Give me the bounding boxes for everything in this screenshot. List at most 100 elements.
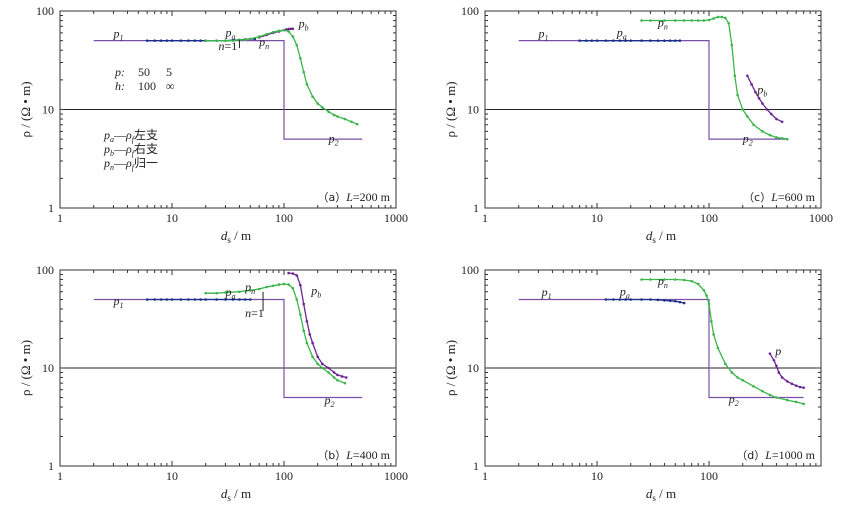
data-point-pn (768, 393, 772, 397)
model-label-p2: p2 (328, 132, 339, 148)
data-point-pb (794, 384, 798, 387)
data-point-pa (663, 39, 666, 42)
x-tick-label: 10 (591, 469, 603, 483)
x-tick-label: 10 (166, 469, 178, 483)
data-point-pn (224, 39, 227, 42)
data-point-pb (757, 96, 761, 100)
annotation-pb: pb (756, 83, 767, 99)
data-point-pn (282, 28, 286, 32)
series-line-pb (288, 272, 347, 379)
data-point-pn (327, 110, 330, 113)
data-point-pn (705, 294, 708, 297)
data-point-pn (295, 43, 299, 47)
annotation-pn: pn (657, 15, 668, 31)
data-point-pa (187, 298, 190, 301)
data-point-pn (265, 33, 268, 36)
data-point-pn (311, 95, 314, 98)
model-label-p1: p1 (112, 26, 123, 42)
data-point-pn (316, 362, 320, 366)
data-point-pb (332, 371, 336, 374)
data-point-pb (321, 362, 324, 366)
data-point-pa (624, 298, 627, 301)
y-tick-label: 10 (467, 103, 479, 117)
data-point-pa (618, 39, 622, 42)
data-point-pa (604, 39, 608, 42)
data-point-pn (712, 17, 715, 20)
data-point-pa (656, 298, 660, 302)
data-point-pn (736, 376, 739, 379)
data-point-pn (702, 289, 706, 292)
data-point-pn (204, 291, 208, 295)
data-point-pn (305, 341, 309, 345)
data-point-pa (612, 298, 615, 301)
x-tick-label: 10 (166, 211, 178, 225)
y-tick-label: 10 (42, 361, 54, 375)
data-point-pn (712, 333, 715, 336)
annotation-pn: pn (258, 35, 269, 51)
chart-panel-1: 1 10 100 1000 1 10 100 ds / m ρ / (Ω • m) p1 p2 pa p… (18, 4, 408, 245)
model-curve (518, 298, 804, 399)
data-point-pn (794, 400, 798, 404)
model-label-p2: p2 (324, 393, 335, 409)
data-point-pn (741, 108, 745, 111)
panel-title: （b）L=400 m (317, 448, 390, 462)
series-line-pn (641, 16, 788, 140)
data-point-pn (673, 278, 677, 281)
model-label-p1: p1 (112, 294, 123, 310)
data-point-pa (618, 298, 622, 301)
data-point-pa (153, 298, 156, 301)
y-tick-label: 10 (467, 361, 479, 375)
data-point-pn (724, 362, 727, 366)
data-point-pb (299, 283, 302, 287)
x-tick-label: 10 (591, 211, 603, 225)
x-tick-label: 100 (700, 469, 718, 483)
data-point-pa (238, 298, 241, 301)
data-point-pb (327, 366, 330, 370)
data-point-pb (302, 302, 306, 306)
y-tick-label: 100 (461, 4, 479, 18)
legend-item: pb—ρf右支 (103, 141, 158, 158)
data-point-pb (754, 90, 757, 94)
data-point-pn (350, 120, 353, 124)
model-label-p2: p2 (742, 132, 753, 148)
panel-title: （d）L=1000 m (736, 448, 815, 462)
param-value: 50 (138, 65, 150, 79)
data-point-pb (295, 274, 299, 277)
data-point-pa (159, 39, 163, 42)
data-point-pn (716, 15, 720, 19)
annotation-pn: pn (244, 280, 255, 296)
data-point-pn (311, 355, 314, 359)
data-point-pn (746, 115, 749, 118)
annotation-pb: pb (298, 16, 309, 32)
data-point-pb (316, 355, 320, 359)
data-point-pa (231, 298, 235, 301)
data-point-pb (289, 27, 293, 31)
x-axis-label: ds / m (646, 486, 676, 503)
data-point-pa (590, 39, 594, 42)
x-axis-label: ds / m (646, 228, 676, 245)
data-point-pn (238, 290, 241, 294)
data-point-pa (668, 39, 672, 42)
model-curve (93, 298, 363, 399)
data-point-pb (770, 112, 773, 116)
data-point-pa (179, 39, 183, 42)
data-point-pb (308, 333, 312, 336)
y-tick-label: 100 (36, 4, 54, 18)
data-point-pa (612, 39, 615, 42)
x-tick-label: 1 (482, 211, 488, 225)
data-point-pn (720, 15, 724, 19)
data-point-pn (690, 19, 693, 22)
param-value: ∞ (166, 79, 175, 93)
y-tick-label: 10 (42, 103, 54, 117)
data-point-pn (736, 93, 739, 97)
data-point-pn (336, 115, 339, 118)
data-point-pb (336, 373, 339, 377)
param-label: p: (114, 65, 125, 79)
data-point-pb (775, 117, 778, 121)
annotation-pb: pb (310, 284, 321, 300)
data-point-pn (287, 30, 290, 33)
data-point-pa (145, 39, 149, 42)
y-tick-label: 1 (473, 459, 479, 473)
x-tick-label: 1 (57, 469, 63, 483)
legend-item: pn—ρf归一 (103, 156, 158, 172)
